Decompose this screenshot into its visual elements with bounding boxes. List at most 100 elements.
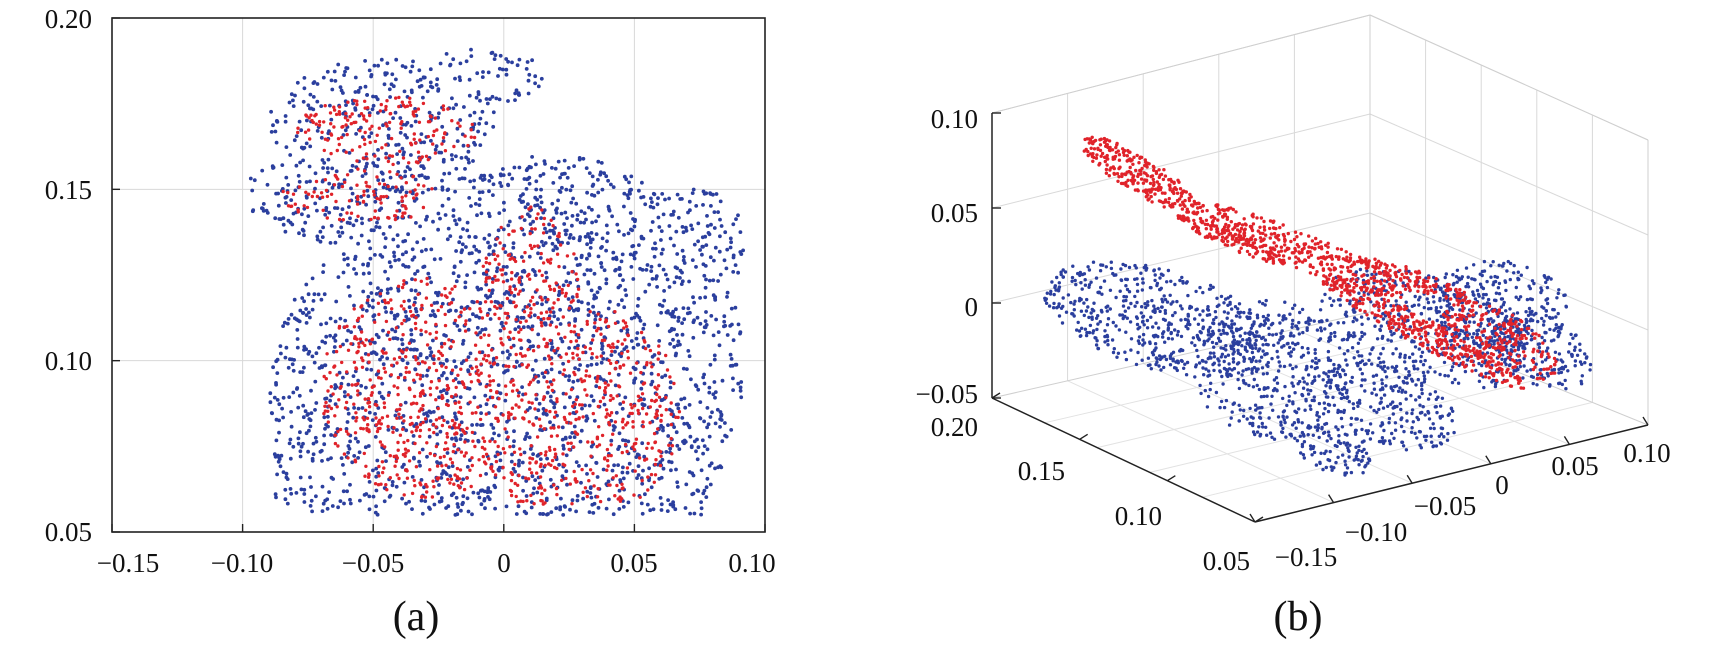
point-red (516, 394, 521, 398)
point-blue (675, 443, 680, 448)
point-red (582, 379, 587, 383)
point-blue (1230, 307, 1234, 311)
point-blue (602, 378, 606, 383)
point-blue (579, 327, 584, 332)
point-blue (404, 190, 409, 195)
point-blue (1136, 327, 1140, 331)
point-blue (408, 347, 413, 352)
point-blue (309, 411, 314, 415)
point-blue (738, 330, 743, 335)
point-blue (1146, 303, 1150, 307)
point-blue (459, 305, 464, 310)
point-blue (487, 307, 492, 312)
point-red (326, 420, 330, 424)
point-blue (410, 90, 414, 95)
point-blue (492, 431, 496, 436)
point-blue (300, 296, 305, 300)
point-red (628, 411, 632, 416)
point-blue (341, 375, 345, 380)
point-blue (372, 63, 377, 68)
point-blue (385, 333, 390, 337)
point-red (513, 481, 517, 486)
point-red (498, 303, 502, 308)
point-red (469, 128, 473, 132)
point-blue (1220, 374, 1224, 379)
point-blue (315, 82, 320, 86)
point-blue (418, 224, 422, 229)
point-red (314, 122, 318, 126)
point-blue (610, 468, 615, 473)
point-blue (511, 245, 516, 250)
point-blue (622, 174, 627, 179)
point-blue (1123, 350, 1127, 354)
point-blue (1169, 279, 1173, 283)
point-blue (1185, 360, 1190, 365)
point-blue (1106, 343, 1110, 347)
point-blue (346, 411, 351, 416)
point-blue (453, 436, 458, 441)
point-blue (622, 204, 626, 209)
point-blue (413, 288, 418, 293)
point-blue (412, 456, 416, 461)
point-blue (515, 63, 520, 68)
point-blue (667, 285, 672, 289)
point-red (421, 403, 425, 408)
point-blue (366, 294, 371, 299)
point-red (404, 370, 408, 374)
point-blue (653, 241, 657, 246)
point-red (620, 351, 624, 356)
point-red (427, 428, 432, 432)
point-blue (484, 402, 489, 407)
point-blue (679, 397, 684, 402)
point-blue (1054, 288, 1058, 292)
point-blue (575, 217, 580, 222)
point-blue (373, 412, 377, 416)
point-blue (1208, 283, 1213, 288)
point-blue (1150, 298, 1154, 303)
point-blue (1135, 282, 1140, 287)
point-blue (349, 186, 353, 191)
point-blue (545, 390, 550, 395)
point-blue (1116, 351, 1121, 355)
point-red (470, 411, 475, 415)
point-blue (1174, 360, 1178, 364)
point-blue (595, 290, 600, 295)
point-blue (439, 496, 444, 500)
point-blue (718, 410, 723, 414)
point-blue (696, 489, 701, 493)
point-blue (366, 263, 370, 268)
point-blue (468, 113, 472, 118)
point-red (369, 217, 373, 222)
point-red (386, 301, 390, 305)
point-blue (659, 508, 664, 512)
point-blue (586, 301, 591, 306)
point-blue (373, 253, 377, 257)
point-blue (628, 191, 632, 196)
point-blue (336, 230, 341, 234)
point-red (320, 195, 325, 199)
point-red (377, 126, 381, 130)
point-red (364, 464, 368, 468)
point-blue (1211, 321, 1215, 325)
point-red (615, 483, 619, 488)
point-blue (321, 225, 325, 230)
point-red (658, 463, 663, 468)
point-blue (498, 328, 503, 333)
point-blue (1230, 344, 1235, 348)
point-red (576, 333, 581, 337)
point-blue (566, 271, 571, 276)
point-blue (1151, 325, 1155, 329)
point-blue (345, 256, 350, 261)
point-red (636, 411, 641, 416)
point-red (641, 420, 645, 424)
point-blue (620, 406, 625, 411)
point-red (564, 352, 569, 356)
point-red (434, 322, 438, 327)
point-blue (1235, 328, 1239, 333)
point-red (372, 384, 376, 388)
point-red (414, 316, 418, 320)
point-red (513, 287, 518, 291)
point-blue (315, 208, 319, 213)
point-red (344, 123, 348, 127)
point-red (605, 412, 610, 416)
